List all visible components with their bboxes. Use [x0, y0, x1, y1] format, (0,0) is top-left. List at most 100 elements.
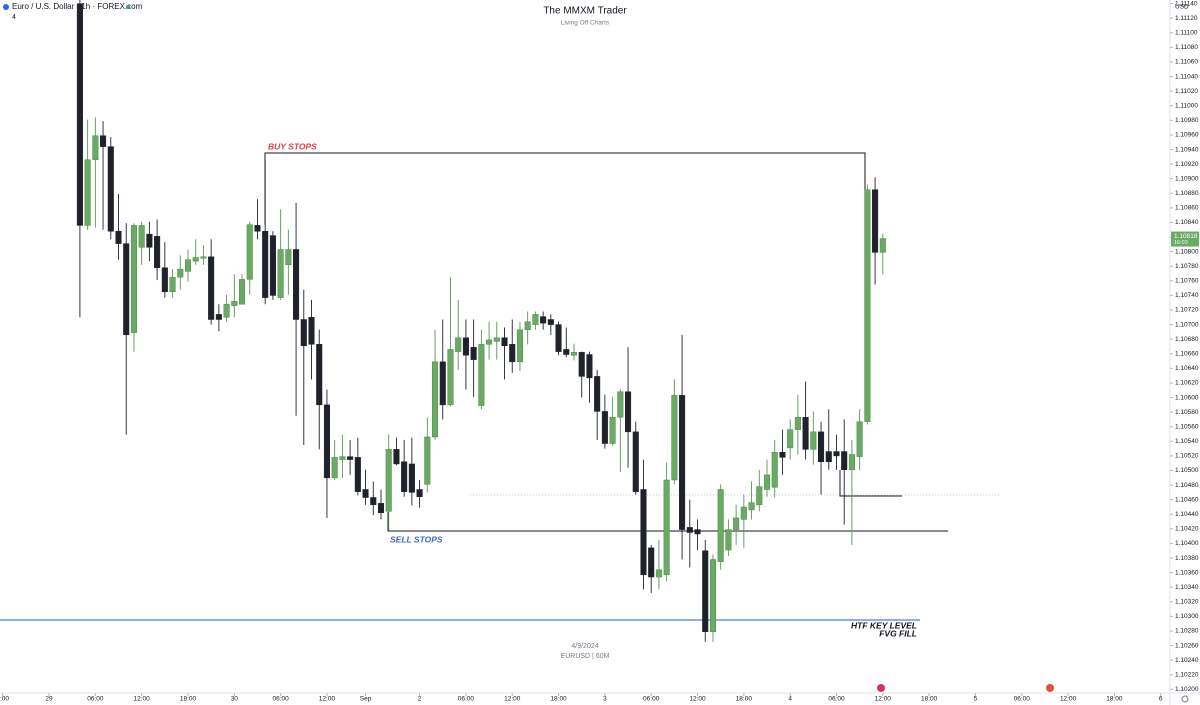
- candle-body: [625, 391, 632, 433]
- y-tick-label: 1.10760: [1175, 278, 1199, 285]
- candle-body: [640, 489, 647, 576]
- y-tick-label: 1.10320: [1175, 599, 1199, 606]
- candle-body: [192, 257, 199, 262]
- candle-body: [293, 249, 300, 320]
- last-price-box: [1171, 231, 1199, 247]
- x-tick-label: 18:00: [1106, 696, 1123, 703]
- annotation: BUY STOPS: [268, 141, 317, 151]
- footer: EURUSD | 60M: [561, 653, 610, 660]
- candle-body: [763, 474, 771, 490]
- y-tick-label: 1.10840: [1175, 219, 1199, 226]
- y-tick-label: 1.11000: [1175, 102, 1198, 109]
- x-tick-label: 18:00: [550, 696, 567, 703]
- y-tick-label: 1.10660: [1175, 351, 1199, 358]
- candle-body: [138, 225, 145, 248]
- candles: [76, 0, 886, 642]
- candle-body: [130, 225, 137, 333]
- annotation: SELL STOPS: [390, 534, 443, 544]
- candle-body: [679, 395, 686, 530]
- sell-stops-line: [387, 512, 948, 532]
- candle-body: [316, 344, 323, 406]
- candle-body: [516, 329, 523, 363]
- candle-body: [285, 249, 292, 266]
- candle-body: [617, 391, 624, 418]
- x-tick-label: 6: [1159, 696, 1163, 703]
- candle-body: [717, 489, 724, 562]
- event-icon: [877, 684, 885, 692]
- countdown: 16:03: [1174, 240, 1188, 246]
- candle-body: [632, 431, 639, 492]
- candle-body: [323, 404, 330, 479]
- candle-body: [115, 230, 122, 244]
- candle-body: [215, 314, 222, 320]
- candle-body: [401, 461, 408, 492]
- candle-body: [308, 317, 315, 345]
- candle-body: [740, 506, 747, 520]
- chart-subtitle: Living Off Charts: [561, 20, 610, 27]
- y-tick-label: 1.10520: [1175, 453, 1199, 460]
- candle-body: [123, 243, 130, 336]
- candle-body: [694, 529, 701, 535]
- y-tick-label: 1.10700: [1175, 321, 1199, 328]
- candle-body: [486, 339, 493, 345]
- y-tick-label: 1.10400: [1175, 540, 1199, 547]
- y-tick-label: 1.10240: [1175, 657, 1199, 664]
- x-tick-label: 06:00: [272, 696, 289, 703]
- y-tick-label: 1.10300: [1175, 613, 1199, 620]
- x-tick-label: 4: [788, 696, 792, 703]
- x-tick-label: Sep: [360, 696, 372, 703]
- candle-body: [702, 550, 709, 632]
- candle-body: [269, 235, 276, 296]
- y-tick-label: 1.10560: [1175, 423, 1199, 430]
- y-tick-label: 1.10540: [1175, 438, 1199, 445]
- candle-body: [756, 486, 763, 506]
- x-tick-label: 12:00: [875, 696, 892, 703]
- date-label: 4/9/2024: [571, 643, 598, 650]
- y-tick-label: 1.10440: [1175, 511, 1199, 518]
- candle-body: [231, 301, 238, 306]
- y-tick-label: 1.10620: [1175, 380, 1199, 387]
- candle-body: [609, 417, 616, 444]
- y-tick-label: 1.11040: [1175, 73, 1198, 80]
- x-tick-label: 12:00: [134, 696, 151, 703]
- x-tick-label: 06:00: [87, 696, 104, 703]
- candle-body: [578, 352, 585, 377]
- y-tick-label: 1.10600: [1175, 394, 1199, 401]
- currency: USD: [1175, 4, 1189, 11]
- candle-body: [223, 303, 230, 318]
- candle-body: [594, 376, 601, 412]
- candle-body: [663, 479, 670, 576]
- candle-body: [547, 319, 554, 325]
- y-tick-label: 1.10480: [1175, 482, 1199, 489]
- last-price-label: 1.10818: [1174, 233, 1198, 240]
- candle-body: [802, 417, 809, 450]
- y-tick-label: 1.10220: [1175, 671, 1199, 678]
- candle-body: [810, 431, 817, 450]
- x-tick-label: 30: [231, 696, 239, 703]
- x-tick-label: 3: [603, 696, 607, 703]
- x-tick-label: 06:00: [1014, 696, 1031, 703]
- candle-body: [794, 417, 801, 430]
- candle-body: [779, 452, 786, 458]
- y-tick-label: 1.10380: [1175, 555, 1199, 562]
- candle-body: [408, 463, 415, 493]
- candle-body: [540, 316, 547, 324]
- y-tick-label: 1.11140: [1175, 0, 1198, 7]
- candle-body: [686, 527, 693, 533]
- candle-body: [100, 135, 107, 147]
- candle-body: [555, 324, 562, 352]
- x-tick-label: 8:00: [0, 696, 9, 703]
- candle-body: [455, 337, 462, 352]
- symbol-icon: [3, 4, 9, 10]
- y-tick-label: 1.10860: [1175, 205, 1199, 212]
- candle-body: [509, 344, 516, 363]
- candle-body: [277, 249, 284, 298]
- candle-body: [671, 395, 678, 481]
- candle-body: [169, 276, 176, 293]
- candle-body: [733, 517, 740, 530]
- candle-body: [563, 349, 570, 355]
- x-tick-label: 12:00: [689, 696, 706, 703]
- candle-body: [501, 337, 508, 347]
